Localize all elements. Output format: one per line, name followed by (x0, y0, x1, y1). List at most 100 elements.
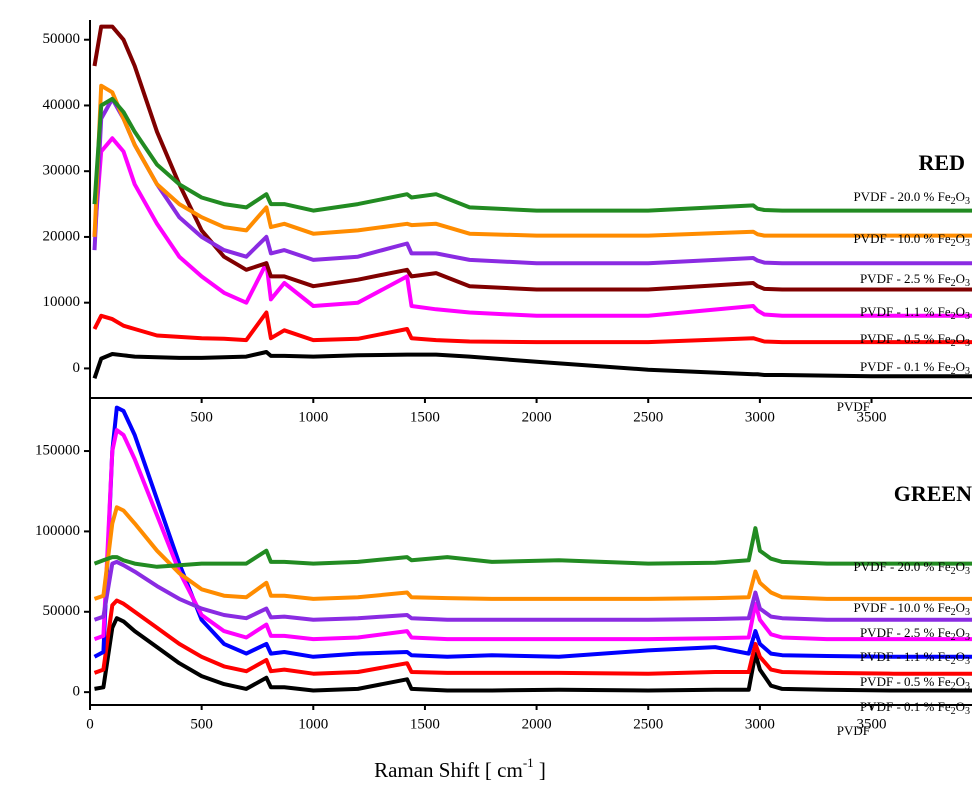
x-tick-label: 1500 (410, 409, 440, 425)
x-tick-label: 2000 (522, 409, 552, 425)
x-tick-label: 500 (190, 409, 213, 425)
label-part: O (956, 600, 965, 615)
y-tick-label: 0 (73, 360, 81, 376)
label-part: 3 (965, 238, 970, 249)
spectrum-line (93, 559, 972, 622)
spectrum-line (92, 83, 972, 238)
series-label: PVDF - 0.1 % Fe2O3 (860, 699, 970, 717)
x-tick-label: 1500 (410, 716, 440, 732)
x-tick-label: 0 (86, 716, 94, 732)
spectrum-line (93, 428, 972, 642)
label-part: 3 (965, 278, 970, 289)
x-tick-label: 500 (190, 716, 213, 732)
x-axis-title: Raman Shift [ cm-1 ] (374, 755, 546, 782)
label-part: PVDF - 10.0 % Fe (853, 600, 950, 615)
label-part: O (956, 649, 965, 664)
label-part: 3 (965, 338, 970, 349)
label-part: PVDF - 2.5 % Fe (860, 625, 951, 640)
x-tick-label: 3500 (857, 409, 887, 425)
series-label: PVDF (837, 723, 870, 738)
series-label: PVDF - 2.5 % Fe2O3 (860, 271, 970, 289)
x-axis-title-main: Raman Shift [ cm (374, 758, 523, 782)
y-tick-label: 10000 (43, 294, 81, 310)
annotation: RED (919, 150, 965, 175)
label-part: 3 (965, 656, 970, 667)
spectrum-line (93, 598, 972, 676)
label-part: O (956, 674, 965, 689)
x-tick-label: 3000 (745, 409, 775, 425)
label-part: 3 (965, 632, 970, 643)
series-label: PVDF - 10.0 % Fe2O3 (853, 231, 970, 249)
spectrum-line (92, 96, 972, 213)
label-part: 2 (951, 338, 956, 349)
label-part: O (956, 271, 965, 286)
label-part: 3 (965, 196, 970, 207)
label-part: 2 (951, 278, 956, 289)
spectrum-line (93, 505, 972, 601)
label-part: 2 (951, 681, 956, 692)
label-part: 2 (951, 566, 956, 577)
label-part: O (956, 331, 965, 346)
spectrum-line (94, 616, 972, 693)
label-part: O (956, 625, 965, 640)
label-part: 2 (951, 632, 956, 643)
spectrum-line (93, 526, 972, 569)
label-part: PVDF - 0.5 % Fe (860, 331, 951, 346)
y-tick-label: 150000 (35, 442, 80, 458)
y-tick-label: 50000 (43, 31, 81, 47)
label-part: PVDF - 0.5 % Fe (860, 674, 951, 689)
label-part: 3 (965, 311, 970, 322)
annotation: GREEN (894, 481, 972, 506)
y-tick-label: 50000 (43, 603, 81, 619)
x-tick-label: 3500 (857, 716, 887, 732)
series-label: PVDF - 20.0 % Fe2O3 (853, 189, 970, 207)
y-tick-label: 100000 (35, 523, 80, 539)
x-tick-label: 3000 (745, 716, 775, 732)
series-label: PVDF - 1.1 % Fe2O3 (860, 649, 970, 667)
y-tick-label: 40000 (43, 97, 81, 113)
label-part: O (956, 304, 965, 319)
label-part: O (956, 559, 965, 574)
label-part: 2 (951, 311, 956, 322)
x-axis-title-sup: -1 (523, 755, 534, 770)
x-tick-label: 2500 (633, 716, 663, 732)
label-part: 3 (965, 566, 970, 577)
label-part: O (956, 231, 965, 246)
spectrum-line (92, 96, 972, 266)
x-tick-label: 2000 (522, 716, 552, 732)
label-part: 3 (965, 681, 970, 692)
label-part: O (956, 699, 965, 714)
series-label: PVDF - 0.5 % Fe2O3 (860, 674, 970, 692)
series-label: PVDF (837, 399, 870, 414)
label-part: 2 (951, 238, 956, 249)
label-part: O (956, 189, 965, 204)
spectrum-line (92, 136, 972, 318)
series-label: PVDF - 1.1 % Fe2O3 (860, 304, 970, 322)
series-label: PVDF - 10.0 % Fe2O3 (853, 600, 970, 618)
x-tick-label: 1000 (298, 716, 328, 732)
series-label: PVDF - 2.5 % Fe2O3 (860, 625, 970, 643)
y-tick-label: 30000 (43, 163, 81, 179)
label-part: 2 (951, 706, 956, 717)
label-part: PVDF - 1.1 % Fe (860, 649, 951, 664)
label-part: 2 (951, 366, 956, 377)
label-part: PVDF - 1.1 % Fe (860, 304, 951, 319)
label-part: O (956, 359, 965, 374)
y-tick-label: 20000 (43, 228, 81, 244)
series-label: PVDF - 0.1 % Fe2O3 (860, 359, 970, 377)
label-part: 2 (951, 656, 956, 667)
label-part: 3 (965, 706, 970, 717)
spectrum-line (92, 350, 972, 379)
series-label: PVDF - 0.5 % Fe2O3 (860, 331, 970, 349)
series-label: PVDF - 20.0 % Fe2O3 (853, 559, 970, 577)
x-tick-label: 1000 (298, 409, 328, 425)
label-part: PVDF - 10.0 % Fe (853, 231, 950, 246)
spectrum-line (92, 24, 972, 292)
spectrum-line (93, 405, 972, 659)
label-part: PVDF - 20.0 % Fe (853, 559, 950, 574)
label-part: 2 (951, 607, 956, 618)
label-part: 3 (965, 366, 970, 377)
label-part: 3 (965, 607, 970, 618)
